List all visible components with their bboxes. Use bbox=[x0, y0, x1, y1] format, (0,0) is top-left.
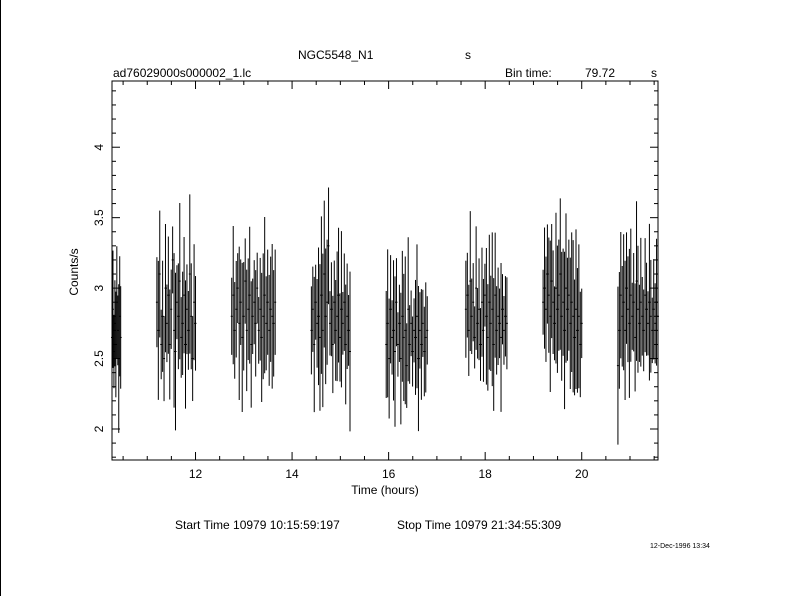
plot-date: 12-Dec-1996 13:34 bbox=[650, 543, 710, 550]
y-tick-label: 3 bbox=[92, 284, 106, 291]
plot-frame bbox=[111, 80, 659, 461]
file-name: ad76029000s000002_1.lc bbox=[113, 66, 251, 80]
x-tick-label: 18 bbox=[478, 467, 492, 481]
y-tick-label: 4 bbox=[92, 144, 106, 151]
bin-time-label: Bin time: bbox=[505, 66, 552, 80]
object-suffix: s bbox=[465, 48, 471, 62]
x-tick-label: 14 bbox=[285, 467, 299, 481]
y-axis-label: Counts/s bbox=[67, 248, 81, 295]
object-name: NGC5548_N1 bbox=[298, 48, 374, 62]
y-tick-label: 2.5 bbox=[92, 350, 106, 367]
x-tick-label: 16 bbox=[382, 467, 396, 481]
start-time: Start Time 10979 10:15:59:197 bbox=[175, 518, 340, 532]
y-tick-label: 2 bbox=[92, 425, 106, 432]
y-tick-label: 3.5 bbox=[92, 209, 106, 226]
bin-time-unit: s bbox=[651, 66, 657, 80]
x-tick-label: 12 bbox=[189, 467, 203, 481]
stop-time: Stop Time 10979 21:34:55:309 bbox=[397, 518, 561, 532]
data-points bbox=[111, 187, 659, 445]
bin-time-value: 79.72 bbox=[585, 66, 615, 80]
x-axis-label: Time (hours) bbox=[351, 483, 419, 497]
x-tick-label: 20 bbox=[575, 467, 589, 481]
